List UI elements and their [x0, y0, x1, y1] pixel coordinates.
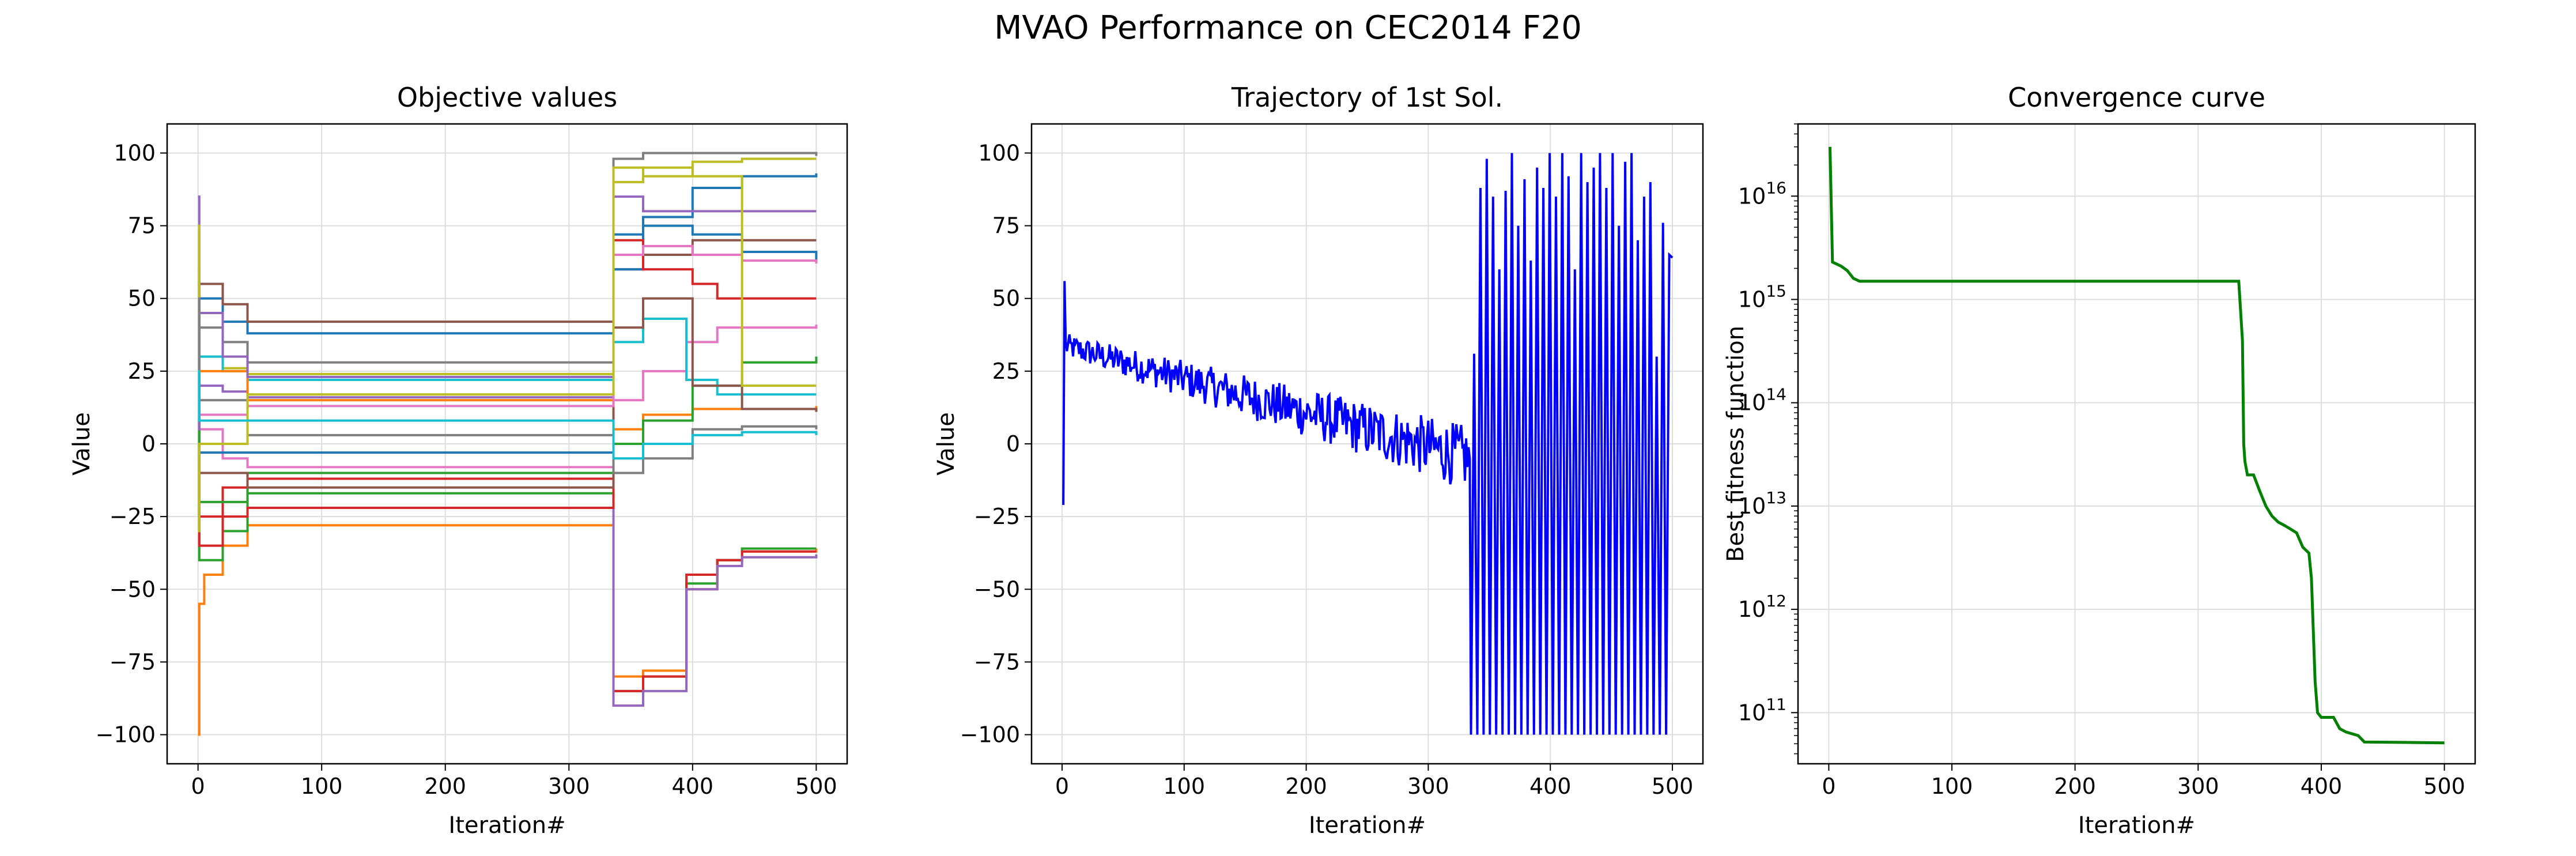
y-axis-label: Value — [933, 412, 960, 476]
x-tick-label: 500 — [2423, 774, 2465, 799]
y-tick-label: −100 — [960, 722, 1020, 748]
y-tick-label: 1016 — [1738, 178, 1786, 209]
y-axis-label: Value — [69, 412, 95, 476]
series-line — [198, 369, 818, 460]
y-tick-label: −25 — [109, 504, 156, 529]
y-tick-label: 50 — [128, 286, 156, 311]
chart-title: Convergence curve — [2008, 82, 2265, 113]
x-tick-label: 500 — [795, 774, 837, 799]
plot-frame — [1030, 123, 1704, 765]
y-tick-label: 1014 — [1738, 385, 1786, 416]
y-tick-label: 75 — [128, 213, 156, 239]
series-line — [198, 166, 817, 533]
x-tick-label: 100 — [301, 774, 343, 799]
x-axis-label: Iteration# — [448, 812, 565, 839]
series-line — [198, 173, 818, 445]
x-axis-label: Iteration# — [2078, 812, 2195, 839]
figure-title: MVAO Performance on CEC2014 F20 — [994, 9, 1582, 47]
x-tick-label: 200 — [2054, 774, 2096, 799]
y-tick-label: 1013 — [1738, 488, 1786, 519]
y-axis-label: Best fitness function — [1723, 326, 1749, 562]
plot-area — [1062, 153, 1674, 735]
x-tick-label: 200 — [424, 774, 466, 799]
y-tick-label: 100 — [114, 140, 156, 165]
y-tick-label: −50 — [109, 576, 156, 602]
x-tick-label: 0 — [191, 774, 205, 799]
chart-title: Trajectory of 1st Sol. — [1231, 82, 1503, 113]
y-tick-label: 0 — [142, 431, 156, 457]
x-tick-label: 200 — [1285, 774, 1327, 799]
trajectory-line — [1062, 153, 1674, 735]
x-tick-label: 100 — [1164, 774, 1206, 799]
grid — [1798, 124, 2475, 764]
y-tick-label: 1011 — [1738, 695, 1786, 725]
series-line — [198, 157, 817, 375]
series-line — [198, 244, 818, 416]
series-line — [198, 524, 818, 736]
series-line — [198, 318, 817, 503]
series-line — [198, 325, 818, 469]
x-tick-label: 500 — [1652, 774, 1694, 799]
plot-area — [198, 152, 818, 736]
y-tick-label: −50 — [974, 576, 1020, 602]
chart-title: Objective values — [397, 82, 617, 113]
series-line — [198, 297, 818, 474]
grid — [167, 124, 847, 764]
x-axis-label: Iteration# — [1309, 812, 1426, 839]
y-tick-label: 25 — [992, 359, 1020, 384]
plot-area — [1829, 146, 2445, 745]
x-tick-label: 400 — [672, 774, 714, 799]
y-tick-label: −25 — [974, 504, 1020, 529]
series-line — [198, 384, 817, 692]
y-tick-label: 1015 — [1738, 281, 1786, 312]
series-line — [198, 195, 817, 431]
series-line — [198, 297, 818, 489]
series-line — [198, 195, 818, 707]
y-tick-label: 1012 — [1738, 591, 1786, 622]
y-tick-label: 75 — [992, 213, 1020, 239]
x-tick-label: 300 — [2177, 774, 2219, 799]
y-tick-label: −75 — [974, 649, 1020, 674]
trajectory-chart: Trajectory of 1st Sol.0 100 200 300 400 500−1… — [933, 82, 1704, 839]
y-tick-label: 50 — [992, 286, 1020, 311]
x-tick-label: 100 — [1931, 774, 1973, 799]
plot-frame — [1797, 123, 2476, 765]
series-line — [198, 369, 818, 445]
series-line — [198, 152, 818, 364]
x-tick-label: 300 — [548, 774, 590, 799]
x-tick-label: 0 — [1822, 774, 1835, 799]
x-tick-label: 0 — [1055, 774, 1069, 799]
plot-frame — [166, 123, 848, 765]
y-tick-label: 0 — [1006, 431, 1020, 457]
x-tick-label: 300 — [1407, 774, 1449, 799]
y-tick-label: 100 — [978, 140, 1020, 165]
x-tick-label: 400 — [2301, 774, 2343, 799]
convergence-chart: Convergence curve 0 100 200 300 400 500 1011 101… — [1723, 82, 2476, 839]
series-line — [198, 239, 817, 547]
x-tick-label: 400 — [1529, 774, 1572, 799]
y-tick-label: −75 — [109, 649, 156, 674]
y-tick-label: 25 — [128, 359, 156, 384]
y-tick-label: −100 — [96, 722, 156, 748]
series-line — [198, 443, 817, 692]
convergence-line — [1829, 146, 2445, 745]
